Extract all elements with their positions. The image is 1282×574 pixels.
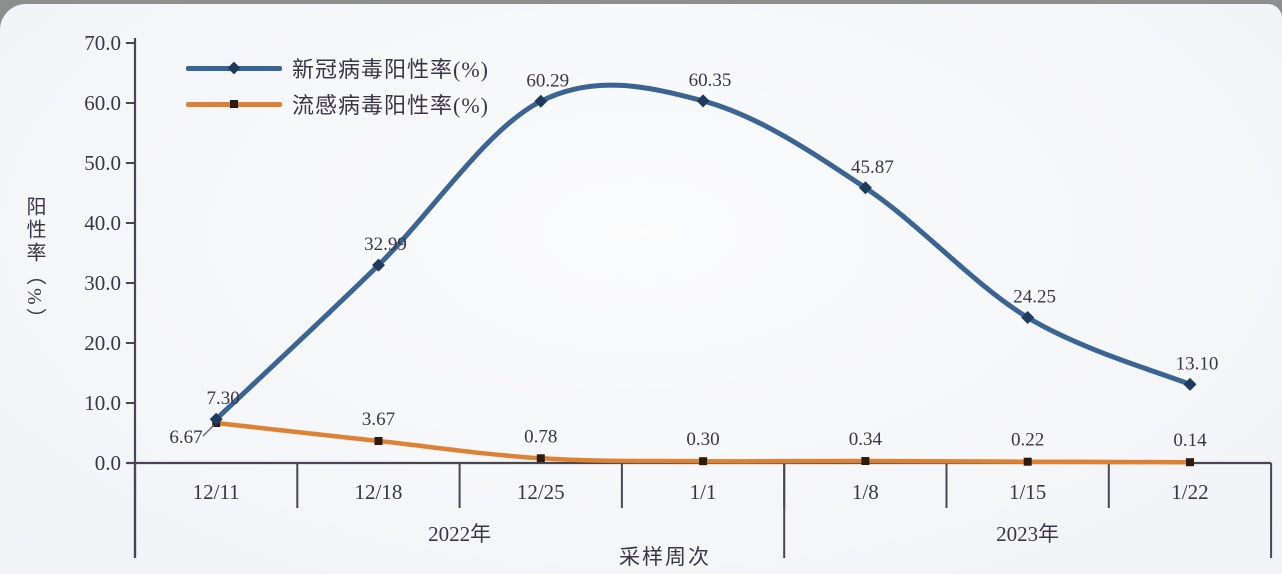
flu-series-data-label: 0.22	[1011, 430, 1044, 451]
covid-marker-icon	[227, 61, 241, 75]
flu-series-point-marker	[536, 454, 545, 463]
covid-line-sample	[186, 61, 282, 75]
flu-marker-icon	[230, 100, 238, 108]
covid-series-point-marker	[1021, 310, 1035, 325]
y-tick-label: 30.0	[84, 271, 121, 295]
flu-series-data-label: 3.67	[362, 409, 395, 430]
covid-series-data-label: 60.29	[526, 70, 569, 91]
legend-label-covid: 新冠病毒阳性率(%)	[292, 57, 489, 82]
x-axis-title: 采样周次	[619, 545, 711, 569]
covid-series-data-label: 7.30	[207, 388, 240, 409]
y-axis-title: 阳性率（%）	[23, 196, 45, 331]
covid-series-point-marker	[696, 94, 710, 108]
covid-series-data-label: 32.99	[364, 234, 407, 255]
x-tick-label: 1/15	[1009, 480, 1046, 504]
covid-series-point-marker	[858, 181, 872, 195]
legend-item-flu: 流感病毒阳性率(%)	[186, 86, 489, 122]
x-tick-label: 12/11	[193, 480, 240, 504]
flu-series-point-marker	[699, 457, 708, 466]
y-tick-label: 0.0	[95, 451, 121, 475]
covid-series-data-label: 24.25	[1013, 287, 1056, 308]
flu-series-point-marker	[1023, 457, 1032, 466]
flu-series-point-marker	[374, 437, 383, 445]
chart-panel	[0, 4, 1282, 574]
covid-series-data-label: 13.10	[1176, 353, 1219, 374]
covid-series-point-marker	[534, 94, 548, 108]
flu-series-data-label: 0.78	[524, 426, 557, 447]
flu-series-data-label: 0.30	[686, 429, 719, 450]
x-tick-label: 1/8	[852, 480, 879, 504]
covid-series-data-label: 45.87	[851, 157, 894, 178]
year-group-label: 2022年	[428, 522, 491, 546]
legend-label-flu: 流感病毒阳性率(%)	[292, 93, 489, 118]
flu-series-data-label: 0.14	[1173, 430, 1207, 451]
x-tick-label: 12/18	[355, 480, 403, 504]
covid-series-point-marker	[209, 412, 223, 426]
y-tick-label: 20.0	[84, 331, 121, 355]
flu-series-point-marker	[861, 457, 870, 465]
flu-series-point-marker	[1186, 458, 1194, 467]
x-tick-label: 12/25	[517, 480, 565, 504]
flu-series-data-label: 6.67	[169, 427, 202, 448]
y-tick-label: 10.0	[84, 391, 121, 415]
year-group-label: 2023年	[996, 522, 1059, 546]
y-tick-label: 50.0	[84, 151, 121, 175]
flu-line-sample	[186, 100, 282, 108]
covid-series-data-label: 60.35	[689, 70, 732, 91]
legend-item-covid: 新冠病毒阳性率(%)	[186, 50, 489, 86]
label-leader-line	[202, 424, 215, 437]
y-tick-label: 40.0	[84, 211, 121, 235]
y-tick-label: 70.0	[84, 31, 121, 55]
legend: 新冠病毒阳性率(%) 流感病毒阳性率(%)	[186, 50, 489, 122]
covid-series-point-marker	[371, 258, 386, 272]
flu-series-data-label: 0.34	[849, 429, 883, 450]
y-tick-label: 60.0	[84, 91, 121, 115]
covid-series-point-marker	[1183, 377, 1197, 391]
x-tick-label: 1/22	[1171, 480, 1208, 504]
x-tick-label: 1/1	[690, 480, 717, 504]
covid-series-line	[213, 82, 1193, 422]
